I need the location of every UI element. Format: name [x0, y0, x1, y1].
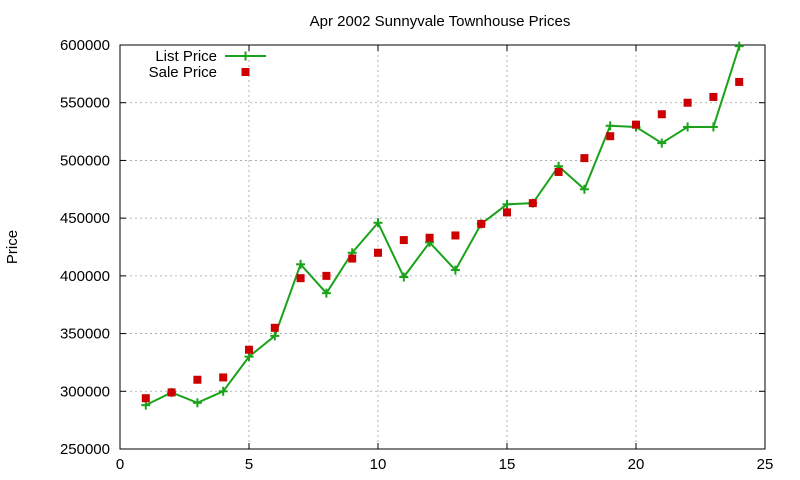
legend-label: List Price	[155, 48, 217, 65]
sale-price-point	[554, 167, 563, 176]
sale-price-point	[606, 132, 615, 141]
x-tick-label: 10	[370, 456, 387, 473]
y-tick-label: 350000	[60, 326, 110, 343]
sale-price-point	[219, 373, 228, 382]
sale-price-point	[451, 231, 460, 240]
sale-price-point	[322, 271, 331, 280]
list-price-point	[296, 259, 306, 269]
list-price-point	[657, 138, 667, 148]
sale-price-point	[245, 345, 253, 354]
list-price-point	[373, 218, 383, 228]
y-tick-label: 450000	[60, 210, 110, 227]
grid-lines	[120, 45, 765, 449]
sale-price-point	[399, 236, 408, 245]
axis-ticks	[119, 44, 766, 450]
sale-price-point	[193, 375, 202, 384]
legend-swatch-square	[241, 68, 250, 76]
sale-price-point	[709, 92, 718, 101]
list-price-point	[734, 41, 744, 51]
list-price-line	[145, 45, 741, 407]
list-price-point	[605, 121, 615, 131]
x-tick-label: 25	[757, 456, 774, 473]
x-tick-label: 15	[499, 456, 516, 473]
sale-price-point	[528, 199, 537, 208]
sale-price-point	[270, 323, 279, 332]
sale-price-point	[296, 274, 305, 283]
sale-price-point	[477, 219, 486, 228]
list-price-point	[683, 122, 693, 132]
legend-swatch-plus	[241, 51, 250, 61]
list-price-point	[192, 398, 202, 408]
x-tick-label: 20	[628, 456, 645, 473]
sale-price-point	[141, 394, 150, 403]
sale-price-point	[167, 388, 176, 397]
y-axis-label: Price	[4, 230, 21, 264]
legend-label: Sale Price	[149, 64, 217, 81]
list-price-point	[502, 199, 512, 209]
list-price-point	[450, 265, 460, 275]
y-tick-label: 500000	[60, 152, 110, 169]
sale-price-point	[348, 254, 357, 263]
sale-price-point	[374, 248, 382, 257]
sale-price-point	[425, 233, 434, 242]
data-series	[141, 41, 744, 410]
list-price-point	[321, 288, 331, 298]
plot-frame	[119, 44, 766, 450]
y-tick-label: 400000	[60, 268, 110, 285]
list-price-point	[270, 331, 280, 341]
list-price-point	[708, 122, 718, 132]
y-tick-label: 300000	[60, 383, 110, 400]
x-tick-label: 5	[245, 456, 253, 473]
sale-price-point	[657, 110, 666, 119]
sale-price-point	[580, 154, 589, 163]
list-price-point	[399, 272, 409, 282]
sale-price-point	[632, 120, 640, 129]
x-tick-label: 0	[116, 456, 124, 473]
list-price-point	[218, 386, 228, 396]
chart-title: Apr 2002 Sunnyvale Townhouse Prices	[310, 13, 571, 30]
sale-price-point	[683, 98, 692, 107]
y-tick-label: 250000	[60, 441, 110, 458]
axis-tick-labels: 0 5 10 15 20 25 250000 300000 350000 400000 450000…	[60, 37, 773, 473]
sale-price-point	[503, 208, 511, 217]
list-price-point	[579, 184, 589, 194]
y-tick-label: 600000	[60, 37, 110, 54]
sale-price-point	[735, 77, 744, 86]
y-tick-label: 550000	[60, 95, 110, 112]
